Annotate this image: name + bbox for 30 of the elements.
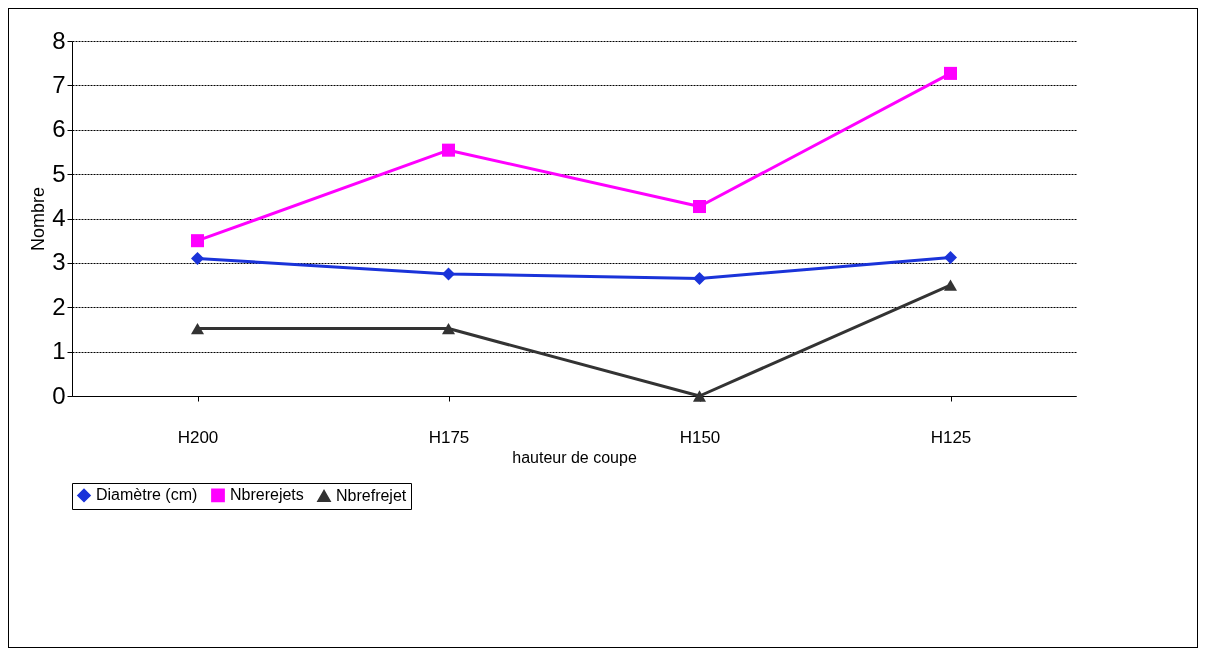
point [190, 322, 205, 335]
point [441, 143, 456, 157]
y-tick-label: 4 [52, 204, 66, 231]
point [943, 66, 958, 80]
x-tick-label: H150 [679, 427, 721, 447]
y-tick-label: 1 [52, 337, 66, 365]
y-tick-label: 5 [52, 159, 66, 187]
x-tick-label: H125 [930, 427, 972, 447]
point [441, 322, 456, 335]
point [692, 200, 707, 214]
x-tick-label: H200 [177, 427, 219, 447]
y-tick-label: 7 [52, 70, 66, 98]
legend-label: Diamètre (cm) [96, 486, 198, 504]
y-tick-label: 6 [52, 115, 66, 143]
point [943, 279, 958, 291]
point [943, 251, 958, 265]
point [190, 234, 205, 248]
point [692, 390, 707, 402]
legend-label: Nbrefrejet [336, 486, 407, 504]
y-axis-title: Nombre [28, 186, 49, 252]
y-tick-label: 2 [52, 292, 66, 320]
y-tick-label: 8 [52, 26, 66, 54]
point [190, 251, 205, 265]
point [441, 267, 456, 281]
x-tick-label: H175 [428, 427, 470, 447]
y-tick-label: 3 [52, 248, 66, 276]
y-tick-label: 0 [52, 381, 66, 409]
point [692, 271, 707, 285]
legend-label: Nbrerejets [230, 486, 304, 504]
x-axis-title: hauteur de coupe [512, 448, 637, 466]
